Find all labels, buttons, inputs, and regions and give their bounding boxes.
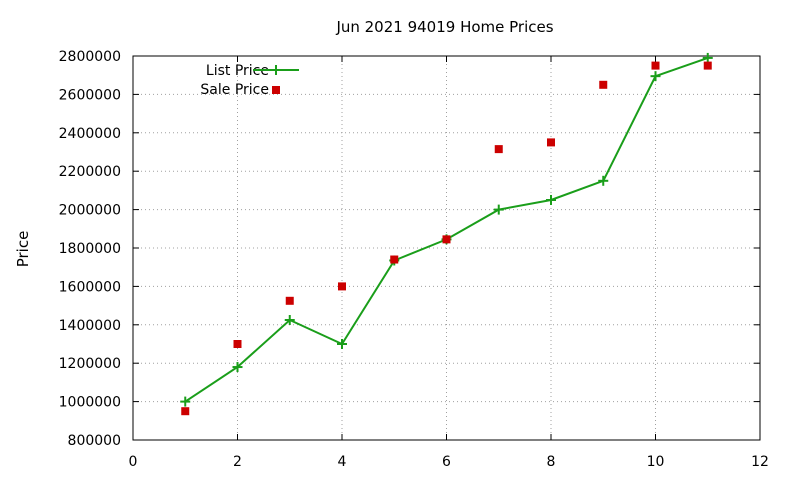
list-price-point: [546, 195, 556, 205]
legend-marker-list-price: [271, 65, 281, 75]
y-tick-label: 1400000: [59, 318, 121, 334]
y-tick-label: 2800000: [59, 49, 121, 65]
x-tick-label: 6: [442, 454, 451, 470]
legend: List Price Sale Price: [200, 63, 299, 98]
sale-price-point: [233, 340, 242, 348]
sale-price-point: [599, 80, 608, 89]
x-tick-label: 8: [547, 454, 556, 470]
y-axis-label: Price: [14, 231, 32, 268]
x-tick-label: 2: [233, 454, 242, 470]
sale-price-point: [181, 407, 190, 416]
x-tick-label: 12: [751, 454, 769, 470]
sale-price-point: [390, 255, 399, 264]
sale-price-point: [338, 282, 346, 291]
y-tick-label: 1200000: [59, 356, 121, 372]
legend-label-sale-price: Sale Price: [200, 82, 269, 98]
y-tick-label: 2200000: [59, 164, 121, 180]
y-tick-label: 2600000: [59, 87, 121, 103]
list-price-point: [598, 175, 609, 186]
y-tick-label: 1000000: [59, 395, 121, 411]
sale-price-point: [442, 235, 451, 244]
list-price-point: [493, 204, 504, 215]
sale-price-point: [547, 138, 555, 147]
y-tick-label: 1600000: [59, 279, 121, 295]
x-tick-label: 0: [129, 454, 138, 470]
series: [180, 52, 713, 416]
list-price-point: [180, 396, 191, 407]
legend-marker-sale-price: [272, 86, 280, 94]
list-price-point: [337, 339, 347, 349]
y-tick-label: 800000: [68, 433, 121, 449]
y-tick-label: 1800000: [59, 241, 121, 257]
axis-ticks: 0 2 4 6 8 10 12 800000 1000000 1200000 1400000 1600…: [59, 49, 769, 470]
list-price-point: [702, 52, 713, 63]
sale-price-point: [494, 145, 503, 154]
legend-label-list-price: List Price: [206, 63, 269, 79]
sale-price-point: [285, 296, 294, 305]
list-price-point: [232, 362, 243, 373]
y-tick-label: 2400000: [59, 126, 121, 142]
list-price-point: [650, 71, 661, 82]
sale-price-point: [703, 61, 712, 70]
grid: [133, 56, 760, 440]
chart-title: Jun 2021 94019 Home Prices: [335, 18, 553, 36]
x-tick-label: 10: [647, 454, 665, 470]
y-tick-label: 2000000: [59, 203, 121, 219]
series-line-list-price: [184, 56, 709, 403]
list-price-point: [284, 315, 295, 325]
sale-price-point: [651, 61, 660, 70]
x-tick-label: 4: [338, 454, 347, 470]
